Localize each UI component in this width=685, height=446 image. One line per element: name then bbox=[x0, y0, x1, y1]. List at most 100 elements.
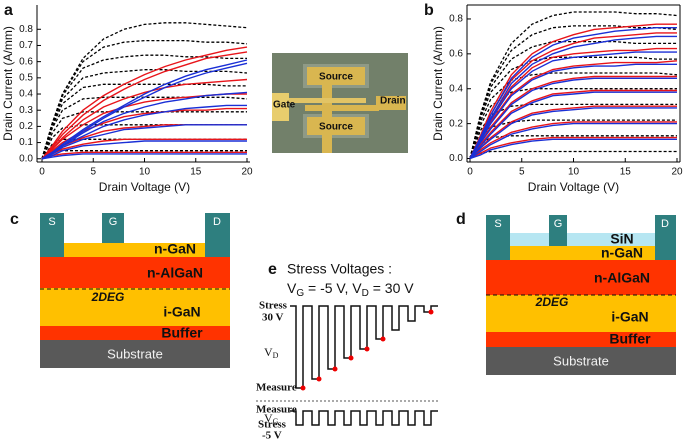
layer-label: n-AlGaN bbox=[594, 270, 650, 286]
curve bbox=[41, 96, 248, 160]
label: VD bbox=[264, 345, 279, 360]
curve bbox=[41, 140, 247, 160]
layer-label: 2DEG bbox=[535, 295, 569, 309]
curve bbox=[469, 121, 677, 160]
x-tick-label: 10 bbox=[568, 167, 580, 178]
y-tick-label: 0.8 bbox=[449, 14, 463, 25]
device-d: S G D SiN n-GaN n-AlGaN 2DEG i-GaN Buffe… bbox=[486, 215, 676, 375]
text: G bbox=[273, 417, 279, 426]
y-tick-label: 0.7 bbox=[19, 40, 33, 51]
measure-point bbox=[348, 355, 354, 361]
x-tick-label: 5 bbox=[519, 167, 525, 178]
contact bbox=[102, 213, 124, 243]
y-tick-label: 0.0 bbox=[449, 153, 463, 164]
label: Stress bbox=[259, 300, 288, 312]
vg-trace bbox=[290, 410, 438, 426]
text: G bbox=[296, 288, 304, 299]
y-tick-label: 0.3 bbox=[19, 105, 33, 116]
panel-label: d bbox=[456, 211, 466, 228]
curve bbox=[469, 107, 677, 159]
layer-label: 2DEG bbox=[91, 290, 125, 304]
layer bbox=[486, 295, 676, 332]
curve bbox=[41, 51, 248, 160]
layer-label: n-GaN bbox=[154, 241, 196, 257]
y-tick-label: 0.6 bbox=[449, 48, 463, 59]
y-axis-label: Drain Current (A/mm) bbox=[431, 26, 445, 141]
text: V bbox=[264, 411, 273, 425]
y-tick-label: 0.8 bbox=[19, 24, 33, 35]
micrograph: Gate Source Source Drain bbox=[272, 53, 408, 153]
y-tick-label: 0.1 bbox=[19, 137, 33, 148]
y-tick-label: 0.2 bbox=[449, 118, 463, 129]
curve bbox=[469, 91, 677, 159]
layer bbox=[40, 340, 230, 368]
curve bbox=[469, 51, 677, 159]
layer-label: Buffer bbox=[609, 331, 651, 347]
label: Measure bbox=[256, 382, 297, 394]
curve bbox=[469, 122, 677, 160]
layer-label: i-GaN bbox=[611, 309, 648, 325]
panel-label: e bbox=[268, 261, 277, 278]
x-tick-label: 0 bbox=[467, 167, 473, 178]
label: Source bbox=[319, 122, 353, 133]
curve bbox=[469, 75, 677, 159]
layer-label: Buffer bbox=[161, 325, 203, 341]
stress-title: Stress Voltages : bbox=[287, 261, 392, 277]
measure-point bbox=[364, 346, 370, 352]
curve bbox=[469, 27, 677, 159]
contact-label: D bbox=[213, 216, 221, 228]
layer bbox=[486, 332, 676, 347]
layer bbox=[486, 347, 676, 375]
text: V bbox=[287, 280, 297, 296]
measure-point bbox=[332, 366, 338, 372]
contact-label: G bbox=[109, 216, 118, 228]
device-c: S G D n-GaN n-AlGaN 2DEG i-GaN Buffer Su… bbox=[40, 213, 230, 368]
curve bbox=[41, 104, 247, 160]
curve bbox=[469, 23, 677, 159]
y-tick-label: 0.2 bbox=[19, 121, 33, 132]
measure-point bbox=[316, 376, 322, 382]
label: 30 V bbox=[262, 312, 284, 324]
gate-finger bbox=[288, 98, 366, 103]
text: V bbox=[264, 345, 273, 359]
curve bbox=[469, 138, 677, 160]
text: = -5 V, V bbox=[304, 280, 362, 296]
x-tick-label: 5 bbox=[90, 167, 96, 178]
pad bbox=[307, 67, 365, 85]
layer bbox=[40, 326, 230, 340]
pad bbox=[376, 96, 406, 110]
curve bbox=[469, 77, 677, 159]
pad bbox=[307, 117, 365, 135]
contact bbox=[549, 215, 567, 246]
layer-label: SiN bbox=[610, 231, 633, 247]
layer-label: n-GaN bbox=[601, 245, 643, 261]
measure-point bbox=[380, 336, 386, 342]
layer bbox=[40, 257, 230, 288]
x-tick-label: 15 bbox=[620, 167, 632, 178]
layer bbox=[510, 246, 655, 260]
y-tick-label: 0.6 bbox=[19, 56, 33, 67]
stress-waveform: Stress Voltages : VG = -5 V, VD = 30 V S… bbox=[256, 261, 440, 442]
contact-label: S bbox=[48, 216, 55, 228]
y-tick-label: 0.0 bbox=[19, 153, 33, 164]
label: Drain bbox=[380, 96, 406, 107]
curve bbox=[41, 78, 248, 160]
x-tick-label: 10 bbox=[139, 167, 151, 178]
layer-label: Substrate bbox=[553, 353, 609, 368]
curve bbox=[41, 54, 247, 159]
contact bbox=[486, 215, 510, 260]
layer bbox=[510, 233, 655, 246]
label: Stress bbox=[258, 419, 287, 431]
y-tick-label: 0.4 bbox=[19, 89, 33, 100]
curve bbox=[41, 153, 247, 160]
x-tick-label: 0 bbox=[39, 167, 45, 178]
curve bbox=[41, 111, 247, 160]
curve bbox=[41, 107, 247, 160]
curve bbox=[469, 11, 678, 159]
y-axis-label: Drain Current (A/mm) bbox=[1, 26, 15, 141]
curve bbox=[41, 124, 247, 160]
contact bbox=[655, 215, 676, 260]
pad bbox=[322, 135, 332, 153]
x-tick-label: 20 bbox=[241, 167, 253, 178]
